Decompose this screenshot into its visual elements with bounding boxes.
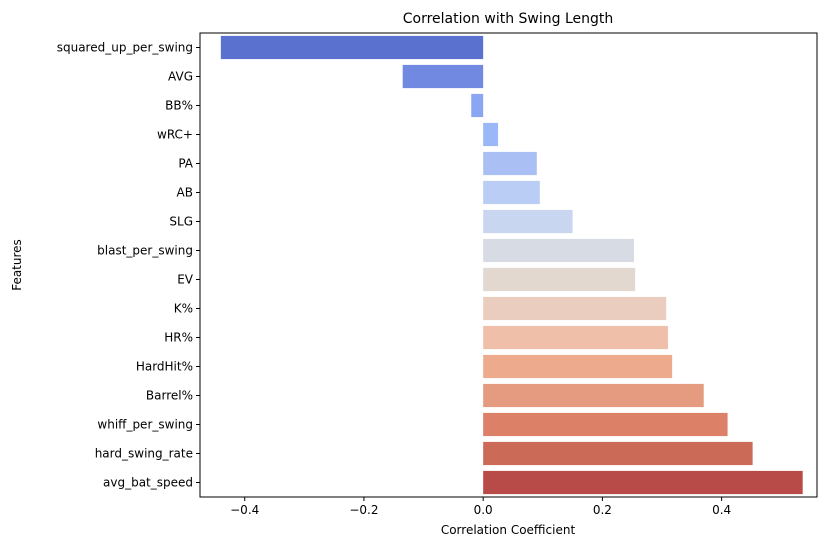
y-tick-label: BB% [165,99,193,113]
x-axis-label: Correlation Coefficient [441,523,576,537]
bar-slg [483,209,573,234]
y-tick-label: avg_bat_speed [103,476,193,490]
x-tick-label: −0.2 [349,503,378,517]
y-tick-label: whiff_per_swing [97,418,193,432]
y-axis-ticks: squared_up_per_swing AVG BB% wRC+ PA AB SLG bla… [57,41,200,490]
y-tick-label: HardHit% [136,360,193,374]
bar-hard-swing-rate [483,441,753,466]
x-axis-ticks: −0.4 −0.2 0.0 0.2 0.4 [230,497,731,517]
bar-k [483,296,667,321]
bar-blast-per-swing [483,238,634,263]
y-tick-label: PA [178,157,193,171]
y-tick-label: EV [177,273,194,287]
bar-ab [483,180,540,205]
x-tick-label: −0.4 [230,503,259,517]
bar-barrel [483,383,704,408]
y-tick-label: AVG [168,70,193,84]
bar-whiff-per-swing [483,412,728,437]
y-tick-label: HR% [164,331,193,345]
chart-title: Correlation with Swing Length [403,11,614,27]
bar-hr [483,325,668,350]
bar-bb [471,93,484,118]
bar-pa [483,151,537,176]
y-tick-label: wRC+ [157,128,193,142]
y-tick-label: AB [177,186,193,200]
y-tick-label: hard_swing_rate [95,447,193,461]
bar-hardhit [483,354,673,379]
bar-avg [402,64,484,89]
x-tick-label: 0.2 [593,503,612,517]
y-tick-label: Barrel% [146,389,193,403]
y-tick-label: squared_up_per_swing [57,41,193,55]
y-tick-label: SLG [169,215,193,229]
bar-avg-bat-speed [483,470,803,495]
y-tick-label: K% [174,302,193,316]
bar-squared-up-per-swing [220,35,484,60]
plot-frame [199,32,818,498]
x-tick-label: 0.0 [474,503,493,517]
x-tick-label: 0.4 [712,503,731,517]
y-tick-label: blast_per_swing [97,244,193,258]
bar-ev [483,267,636,292]
bar-wrc [483,122,499,147]
y-axis-label: Features [10,239,24,291]
bars-group [220,35,803,495]
